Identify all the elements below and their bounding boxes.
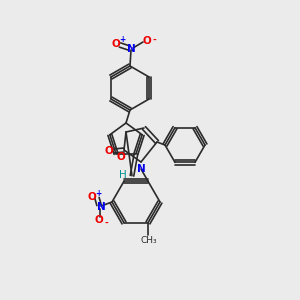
Text: N: N (97, 202, 105, 212)
Text: O: O (142, 36, 152, 46)
Text: O: O (88, 192, 96, 202)
Text: CH₃: CH₃ (141, 236, 157, 245)
Text: H: H (119, 170, 127, 180)
Text: N: N (127, 44, 135, 54)
Text: O: O (105, 146, 113, 156)
Text: O: O (117, 152, 125, 162)
Text: +: + (95, 188, 101, 197)
Text: O: O (94, 215, 103, 225)
Text: +: + (119, 35, 125, 44)
Text: O: O (112, 39, 120, 49)
Text: -: - (152, 35, 156, 44)
Text: N: N (136, 164, 146, 174)
Text: -: - (104, 218, 108, 227)
